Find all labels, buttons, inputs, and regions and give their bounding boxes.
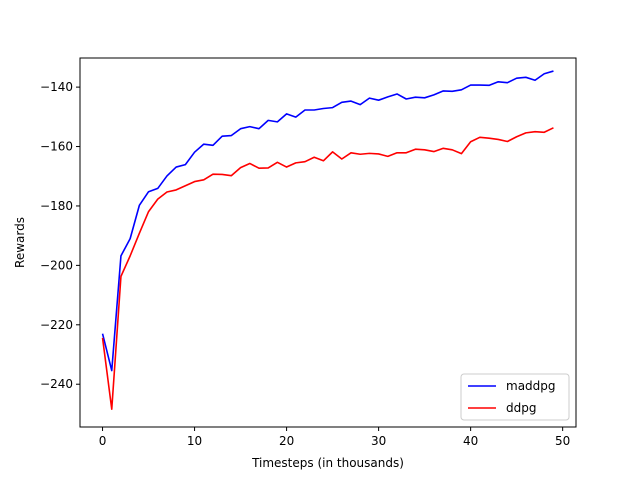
plot-frame xyxy=(79,57,577,428)
series-line-ddpg xyxy=(101,127,554,410)
x-tick-label: 50 xyxy=(555,434,570,448)
legend: maddpg ddpg xyxy=(460,373,570,421)
y-tick-label: −200 xyxy=(40,258,73,272)
series-line-maddpg xyxy=(101,70,554,372)
x-tick-label: 40 xyxy=(463,434,478,448)
legend-label-ddpg: ddpg xyxy=(506,401,536,415)
x-axis: 0 10 20 30 40 50 xyxy=(99,427,570,448)
y-tick-label: −220 xyxy=(40,318,73,332)
legend-label-maddpg: maddpg xyxy=(506,379,556,393)
x-tick-label: 0 xyxy=(99,434,107,448)
y-axis: −240 −220 −200 −180 −160 −140 xyxy=(40,80,80,391)
series-layer xyxy=(101,70,554,410)
y-tick-label: −180 xyxy=(40,199,73,213)
x-tick-label: 20 xyxy=(279,434,294,448)
x-axis-label: Timesteps (in thousands) xyxy=(251,456,404,470)
y-tick-label: −240 xyxy=(40,377,73,391)
x-tick-label: 10 xyxy=(187,434,202,448)
y-tick-label: −160 xyxy=(40,140,73,154)
y-tick-label: −140 xyxy=(40,80,73,94)
y-axis-label: Rewards xyxy=(13,217,27,268)
x-tick-label: 30 xyxy=(371,434,386,448)
